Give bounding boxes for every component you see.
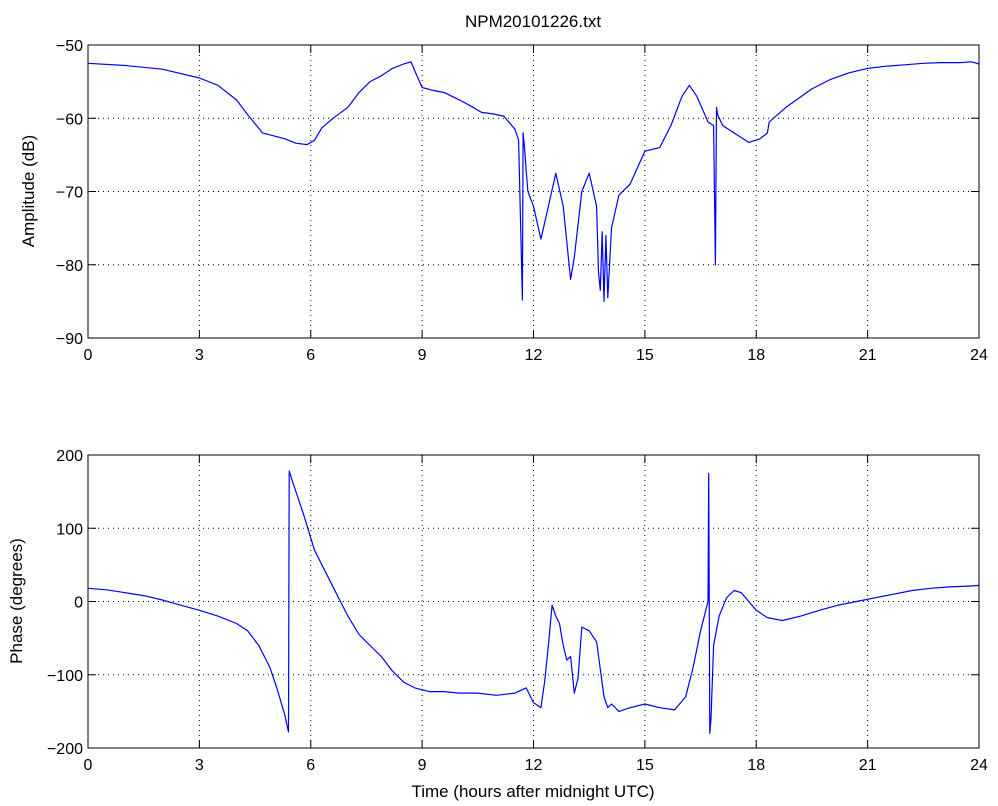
phase-x-tick-label: 12 [525, 757, 543, 774]
phase-x-tick-label: 0 [84, 757, 93, 774]
phase-x-tick-label: 6 [306, 757, 315, 774]
amplitude-x-tick-label: 12 [525, 347, 543, 364]
amplitude-y-tick-label: −80 [56, 258, 83, 275]
amplitude-x-tick-label: 21 [859, 347, 877, 364]
phase-x-tick-label: 9 [418, 757, 427, 774]
phase-y-tick-label: −200 [47, 741, 83, 758]
phase-y-tick-label: 100 [56, 521, 83, 538]
phase-x-tick-label: 21 [859, 757, 877, 774]
amplitude-plot-area [87, 61, 980, 302]
amplitude-x-tick-label: 24 [970, 347, 988, 364]
phase-x-tick-label: 3 [195, 757, 204, 774]
amplitude-x-tick-label: 3 [195, 347, 204, 364]
amplitude-y-tick-label: −90 [56, 331, 83, 348]
phase-chart: 0 3 6 9 12 15 18 21 24 −200 −100 0 100 200 Phase (deg… [7, 448, 988, 801]
phase-grid [88, 455, 979, 748]
amplitude-y-tick-label: −70 [56, 185, 83, 202]
amplitude-grid [88, 45, 979, 338]
phase-y-tick-label: 200 [56, 448, 83, 465]
phase-tick-labels: 0 3 6 9 12 15 18 21 24 −200 −100 0 100 200 [47, 448, 988, 774]
amplitude-y-axis-label: Amplitude (dB) [19, 135, 38, 247]
phase-plot-area [87, 470, 980, 734]
amplitude-y-tick-label: −60 [56, 111, 83, 128]
phase-y-tick-label: 0 [74, 595, 83, 612]
amplitude-y-tick-label: −50 [56, 38, 83, 55]
amplitude-x-tick-label: 9 [418, 347, 427, 364]
amplitude-tick-labels: 0 3 6 9 12 15 18 21 24 −90 −80 −70 −60 −50 [56, 38, 988, 364]
amplitude-x-tick-label: 0 [84, 347, 93, 364]
amplitude-x-tick-label: 6 [306, 347, 315, 364]
amplitude-x-tick-label: 15 [636, 347, 654, 364]
phase-y-axis-label: Phase (degrees) [7, 538, 26, 664]
phase-axes-frame [87, 454, 980, 749]
amplitude-axes-frame [87, 44, 980, 339]
phase-x-axis-label: Time (hours after midnight UTC) [411, 782, 654, 801]
phase-series-line [87, 470, 980, 734]
amplitude-series-line [87, 61, 980, 302]
amplitude-x-tick-label: 18 [747, 347, 765, 364]
chart-title: NPM20101226.txt [465, 12, 601, 31]
phase-x-tick-label: 24 [970, 757, 988, 774]
phase-y-tick-label: −100 [47, 668, 83, 685]
amplitude-chart: NPM20101226.txt 0 3 6 9 12 15 18 21 24 −90 −80 −70 −… [19, 12, 988, 364]
phase-x-tick-label: 15 [636, 757, 654, 774]
phase-x-tick-label: 18 [747, 757, 765, 774]
